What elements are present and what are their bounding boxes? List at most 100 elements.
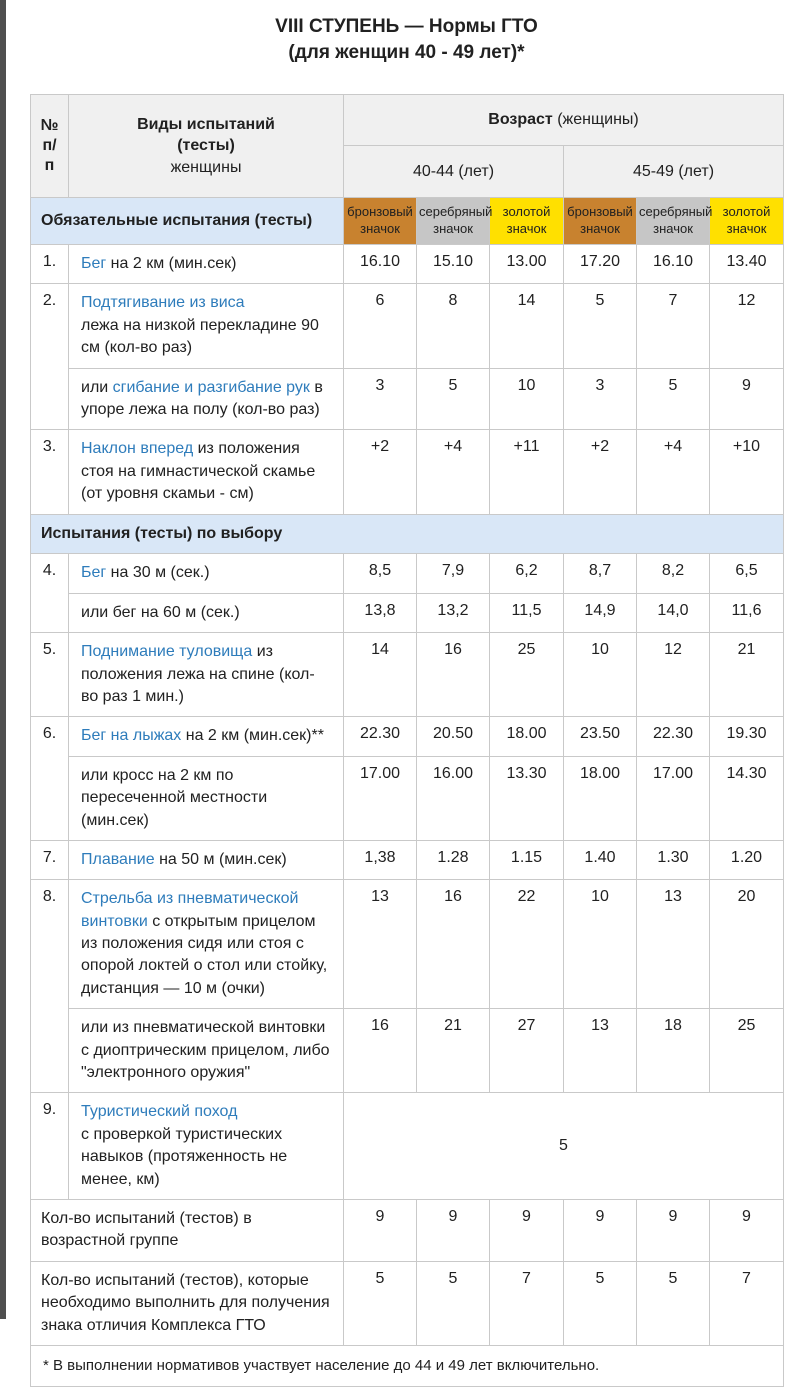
- norm-value: 1.20: [709, 839, 784, 881]
- row-number: 9.: [30, 1092, 69, 1200]
- test-link[interactable]: Туристический поход: [81, 1103, 238, 1121]
- norm-value: 14.30: [709, 755, 784, 841]
- norm-value: 18: [636, 1008, 710, 1094]
- norm-value: +4: [416, 429, 490, 515]
- norm-value: 13: [563, 1008, 637, 1094]
- row-number: 8.: [30, 879, 69, 1094]
- norm-value: 17.00: [636, 755, 710, 841]
- norm-value: 9: [563, 1198, 637, 1262]
- norm-value: 21: [416, 1008, 490, 1094]
- test-name: Бег на лыжах на 2 км (мин.сек)**: [68, 716, 344, 757]
- test-link[interactable]: Подтягивание из виса: [81, 294, 245, 312]
- norm-value: 11,6: [709, 592, 784, 634]
- table-row: * В выполнении нормативов участвует насе…: [30, 1344, 784, 1387]
- norm-value: 9: [709, 367, 784, 431]
- row-number: 6.: [30, 716, 69, 841]
- norm-value: 1.40: [563, 839, 637, 881]
- norm-value: 14: [343, 632, 417, 718]
- test-text: из положения стоя на гимнастической скам…: [81, 440, 316, 503]
- table-row: Обязательные испытания (тесты) бронзовый …: [30, 197, 784, 246]
- test-text: или: [81, 378, 113, 396]
- norm-value: 16: [343, 1008, 417, 1094]
- badge-header-gold: золотой значок: [709, 197, 784, 246]
- test-link[interactable]: сгибание и разгибание рук: [112, 378, 310, 396]
- table-row: или кросс на 2 км по пересеченной местно…: [31, 755, 784, 841]
- norm-value: 5: [636, 1260, 710, 1346]
- table-row: 5. Поднимание туловища из положения лежа …: [30, 632, 784, 718]
- test-name: или бег на 60 м (сек.): [68, 592, 344, 634]
- norm-value: 10: [563, 632, 637, 718]
- norm-value: +2: [343, 429, 417, 515]
- page-container: VIII СТУПЕНЬ — Нормы ГТО (для женщин 40 …: [30, 0, 784, 1387]
- table-row: 4. Бег на 30 м (сек.) 8,5 7,9 6,2 8,7 8,2 6,5: [30, 553, 784, 634]
- norm-value: 5: [636, 367, 710, 431]
- row-number: 7.: [30, 839, 69, 881]
- test-text: с открытым прицелом из положения сидя ил…: [81, 912, 328, 997]
- col-header-tests: Виды испытаний (тесты) женщины: [68, 94, 344, 199]
- test-name: Бег на 2 км (мин.сек): [68, 244, 344, 285]
- test-text: на 2 км (мин.сек)**: [181, 727, 324, 745]
- norm-value: 10: [489, 367, 564, 431]
- row-number: 5.: [30, 632, 69, 718]
- norm-value: 1,38: [343, 839, 417, 881]
- test-link[interactable]: Плавание: [81, 850, 155, 868]
- norm-value: 18.00: [563, 755, 637, 841]
- test-name: Поднимание туловища из положения лежа на…: [68, 632, 344, 718]
- norm-value: 3: [343, 367, 417, 431]
- badge-header-silver: серебряный значок: [416, 197, 492, 246]
- badge-header-bronze: бронзовый значок: [343, 197, 417, 246]
- test-link[interactable]: Бег: [81, 255, 107, 273]
- test-text: на 30 м (сек.): [106, 564, 210, 582]
- test-link[interactable]: Поднимание туловища: [81, 643, 253, 661]
- norm-value: 7: [709, 1260, 784, 1346]
- norm-value: 16: [416, 879, 490, 1010]
- norm-value: 18.00: [489, 716, 564, 757]
- row-number: 2.: [30, 283, 69, 431]
- norm-value: 1.30: [636, 839, 710, 881]
- test-text: из положения лежа на спине (кол-во раз 1…: [81, 643, 315, 705]
- norm-value: 14,0: [636, 592, 710, 634]
- norm-value: 8: [416, 283, 490, 369]
- norm-value: 1.28: [416, 839, 490, 881]
- test-text: или из пневматической винтовки с диоптри…: [81, 1019, 330, 1082]
- table-row: или бег на 60 м (сек.) 13,8 13,2 11,5 14,9 14…: [31, 592, 784, 634]
- test-name: Туристический поход с проверкой туристич…: [68, 1092, 344, 1200]
- badge-header-bronze: бронзовый значок: [563, 197, 637, 246]
- norm-value: 5: [563, 1260, 637, 1346]
- norm-value: 22: [489, 879, 564, 1010]
- tests-header-title: Виды испытаний (тесты): [137, 115, 275, 155]
- test-text: лежа на низкой перекладине 90 см (кол-во…: [81, 316, 319, 357]
- test-text: в упоре лежа на полу (кол-во раз): [81, 378, 323, 419]
- norm-value: 13.00: [489, 244, 564, 285]
- norm-value: 11,5: [489, 592, 564, 634]
- norm-value: 16.10: [636, 244, 710, 285]
- row-number: 3.: [30, 429, 69, 515]
- test-name: Наклон вперед из положения стоя на гимна…: [68, 429, 344, 515]
- norm-value: 22.30: [343, 716, 417, 757]
- table-row: 7. Плавание на 50 м (мин.сек) 1,38 1.28 1.15…: [30, 839, 784, 881]
- test-name: Бег на 30 м (сек.): [68, 553, 344, 594]
- norm-value: 17.20: [563, 244, 637, 285]
- section-header: Обязательные испытания (тесты): [30, 197, 344, 246]
- col-header-age: Возраст (женщины): [343, 94, 784, 147]
- age-header-bold: Возраст: [488, 111, 553, 129]
- test-name: или кросс на 2 км по пересеченной местно…: [68, 755, 344, 841]
- test-text: с проверкой туристических навыков (протя…: [81, 1125, 288, 1188]
- norm-value: 9: [416, 1198, 490, 1262]
- norm-value: 25: [489, 632, 564, 718]
- test-link[interactable]: Наклон вперед: [81, 440, 194, 458]
- norm-value: 5: [343, 1260, 417, 1346]
- row-number: 1.: [30, 244, 69, 285]
- norm-value: 17.00: [343, 755, 417, 841]
- norm-value: 25: [709, 1008, 784, 1094]
- table-row: 3. Наклон вперед из положения стоя на гим…: [30, 429, 784, 515]
- norm-value: +2: [563, 429, 637, 515]
- test-link[interactable]: Стрельба из пневматической винтовки: [81, 890, 299, 930]
- table-row: 9. Туристический поход с проверкой турист…: [30, 1092, 784, 1200]
- test-link[interactable]: Бег: [81, 564, 107, 582]
- test-link[interactable]: Бег на лыжах: [81, 727, 182, 745]
- norm-value: 13.30: [489, 755, 564, 841]
- norm-value: 13: [636, 879, 710, 1010]
- norm-value: +10: [709, 429, 784, 515]
- table-row: 1. Бег на 2 км (мин.сек) 16.10 15.10 13.00 17…: [30, 244, 784, 285]
